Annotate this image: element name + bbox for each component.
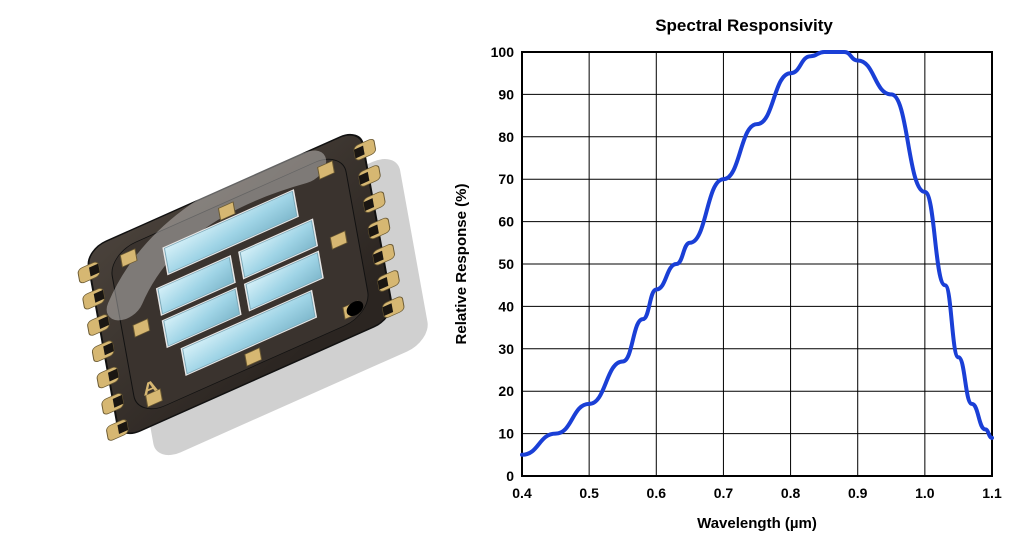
- svg-text:0.9: 0.9: [848, 485, 868, 501]
- chart-title: Spectral Responsivity: [655, 16, 833, 36]
- page-container: A Spectral Responsivity 0.40.50.60.70.80…: [0, 0, 1024, 548]
- svg-text:Wavelength (µm): Wavelength (µm): [697, 515, 817, 532]
- svg-text:1.1: 1.1: [982, 485, 1002, 501]
- svg-text:Relative Response (%): Relative Response (%): [453, 184, 470, 345]
- svg-text:60: 60: [498, 214, 514, 230]
- svg-text:70: 70: [498, 171, 514, 187]
- svg-text:0: 0: [506, 468, 514, 484]
- svg-text:40: 40: [498, 298, 514, 314]
- svg-text:0.4: 0.4: [512, 485, 532, 501]
- svg-text:1.0: 1.0: [915, 485, 935, 501]
- svg-text:0.5: 0.5: [579, 485, 599, 501]
- svg-text:80: 80: [498, 129, 514, 145]
- chip-panel: A: [40, 10, 440, 538]
- svg-text:0.8: 0.8: [781, 485, 801, 501]
- svg-text:0.7: 0.7: [714, 485, 734, 501]
- chart-wrap: 0.4 0.5 0.6 0.7 0.8 0.9 1.0 1.1 0 10 20 30 40 50 60 70 8…: [444, 42, 1004, 542]
- chart-panel: Spectral Responsivity 0.4 0.5 0.6 0.7 0.8 0.9…: [444, 10, 1004, 538]
- svg-text:30: 30: [498, 341, 514, 357]
- svg-text:10: 10: [498, 426, 514, 442]
- chip-illustration: A: [50, 84, 430, 464]
- svg-text:50: 50: [498, 256, 514, 272]
- svg-text:100: 100: [491, 44, 515, 60]
- spectral-responsivity-chart: 0.4 0.5 0.6 0.7 0.8 0.9 1.0 1.1 0 10 20 30 40 50 60 70 8…: [444, 42, 1004, 542]
- svg-text:90: 90: [498, 86, 514, 102]
- svg-text:0.6: 0.6: [647, 485, 667, 501]
- svg-text:20: 20: [498, 383, 514, 399]
